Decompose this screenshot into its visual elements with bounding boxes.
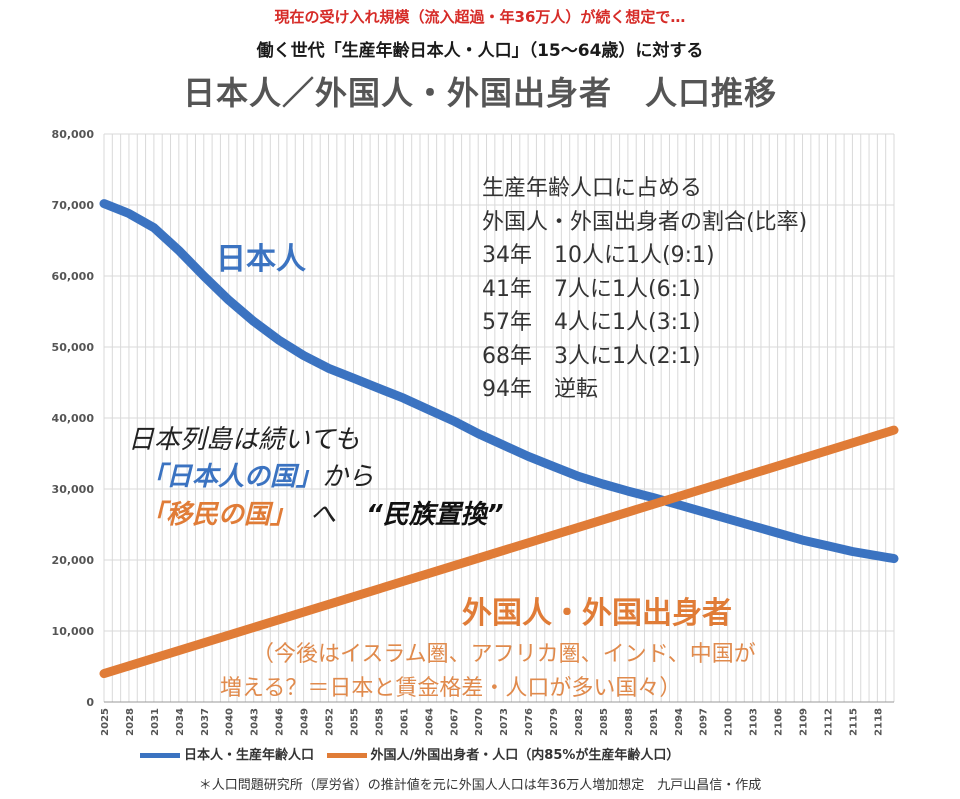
footnote: ＊人口問題研究所（厚労省）の推計値を元に外国人人口は年36万人増加想定 九戸山昌… xyxy=(198,778,762,793)
ratio-line-4: 57年 4人に1人(3:1) xyxy=(482,310,701,335)
x-tick-label: 2025 xyxy=(100,708,111,736)
subtitle-2: 働く世代「生産年齢日本人・人口」（15〜64歳）に対する xyxy=(256,41,704,61)
ratio-line-1: 外国人・外国出身者の割合(比率) xyxy=(482,209,808,235)
x-tick-label: 2109 xyxy=(799,708,810,736)
x-tick-label: 2061 xyxy=(399,708,410,736)
japanese-series-line xyxy=(99,199,899,564)
slogan-replacement: “民族置換” xyxy=(366,500,504,530)
ratio-line-6: 94年 逆転 xyxy=(482,377,598,402)
x-tick-label: 2085 xyxy=(599,708,610,736)
ratio-line-5: 68年 3人に1人(2:1) xyxy=(482,343,701,369)
y-tick-label: 60,000 xyxy=(52,270,95,283)
x-tick-label: 2067 xyxy=(449,708,460,736)
y-tick-label: 80,000 xyxy=(52,128,95,141)
ratio-line-3: 41年 7人に1人(6:1) xyxy=(482,276,701,302)
x-tick-label: 2073 xyxy=(499,708,510,736)
y-tick-label: 40,000 xyxy=(52,412,95,425)
y-tick-label: 20,000 xyxy=(52,554,95,567)
x-tick-label: 2052 xyxy=(325,708,336,736)
y-tick-label: 0 xyxy=(86,696,94,709)
subtitle-1: 現在の受け入れ規模（流入超過・年36万人）が続く想定で… xyxy=(274,8,686,26)
x-tick-label: 2112 xyxy=(823,708,834,736)
slogan-line-1: 日本列島は続いても xyxy=(128,425,360,455)
x-tick-label: 2103 xyxy=(749,708,760,736)
x-tick-label: 2082 xyxy=(574,708,585,736)
y-tick-label: 10,000 xyxy=(52,625,95,638)
legend-label-foreign: 外国人/外国出身者・人口（内85%が生産年齢人口） xyxy=(370,748,680,763)
y-tick-label: 70,000 xyxy=(52,199,95,212)
slogan-to: へ xyxy=(310,500,337,530)
x-tick-label: 2064 xyxy=(424,708,435,736)
x-tick-label: 2079 xyxy=(549,708,560,736)
chart-legend: 日本人・生産年齢人口 外国人/外国出身者・人口（内85%が生産年齢人口） xyxy=(140,744,679,763)
x-tick-label: 2031 xyxy=(150,708,161,736)
ratio-line-0: 生産年齢人口に占める xyxy=(482,176,703,201)
foreign-note-line-2: 増える？＝日本と賃金格差・人口が多い国々） xyxy=(220,676,682,701)
chart-title: 日本人／外国人・外国出身者 人口推移 xyxy=(182,74,777,112)
ratio-line-2: 34年 10人に1人(9:1) xyxy=(482,243,715,268)
x-tick-label: 2070 xyxy=(474,708,485,736)
x-tick-label: 2046 xyxy=(275,708,286,736)
x-tick-label: 2037 xyxy=(200,708,211,736)
x-tick-label: 2049 xyxy=(300,708,311,736)
x-tick-label: 2100 xyxy=(724,708,735,736)
x-tick-label: 2094 xyxy=(674,708,685,736)
foreign-note-line-1: （今後はイスラム圏、アフリカ圏、インド、中国が xyxy=(252,642,756,667)
x-tick-label: 2097 xyxy=(699,708,710,736)
series-layer xyxy=(99,199,899,679)
legend-swatch-foreign xyxy=(326,753,367,758)
foreign-series-line xyxy=(99,425,899,679)
y-tick-label: 50,000 xyxy=(52,341,95,354)
x-tick-label: 2106 xyxy=(774,708,785,736)
japanese-series-label: 日本人 xyxy=(216,242,306,277)
x-tick-label: 2118 xyxy=(873,708,884,736)
slogan-immigrant-nation: 「移民の国」 xyxy=(140,500,297,530)
x-tick-label: 2058 xyxy=(374,708,385,736)
slogan-from: から xyxy=(322,462,375,492)
x-tick-label: 2076 xyxy=(524,708,535,736)
x-tick-label: 2040 xyxy=(225,708,236,736)
x-tick-label: 2028 xyxy=(125,708,136,736)
foreign-series-label: 外国人・外国出身者 xyxy=(462,596,732,631)
legend-label-japanese: 日本人・生産年齢人口 xyxy=(184,748,315,763)
legend-swatch-japanese xyxy=(140,753,180,758)
x-tick-label: 2088 xyxy=(624,708,635,736)
slogan-line-2: 「日本人の国」から xyxy=(140,456,374,493)
slogan-line-3: 「移民の国」へ “民族置換” xyxy=(140,494,504,531)
x-tick-label: 2055 xyxy=(349,708,360,736)
x-tick-label: 2091 xyxy=(649,708,660,736)
axis-layer: 0 10,000 20,000 30,000 40,000 50,000 60,000 70,… xyxy=(52,128,894,736)
x-tick-label: 2043 xyxy=(250,708,261,736)
y-tick-label: 30,000 xyxy=(52,483,95,496)
slogan-japanese-nation: 「日本人の国」 xyxy=(140,462,323,492)
x-tick-label: 2034 xyxy=(175,708,186,736)
x-tick-label: 2115 xyxy=(848,708,859,736)
